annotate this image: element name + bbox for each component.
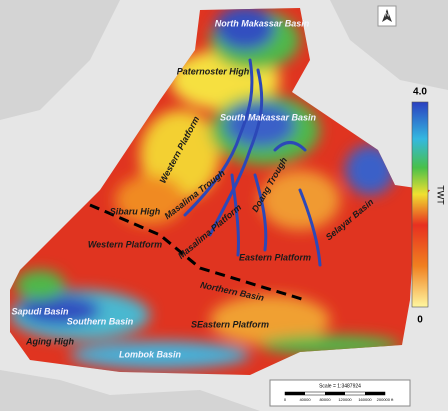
blob <box>225 103 295 147</box>
blob <box>15 270 65 300</box>
scale-tick-label: 0 <box>284 397 287 402</box>
blob <box>20 295 100 325</box>
fault-lines <box>183 58 322 267</box>
colorbar-title: TWT <box>436 185 446 205</box>
region-label: Western Platform <box>88 239 162 249</box>
fault <box>208 68 264 237</box>
region-label: Lombok Basin <box>119 349 182 359</box>
blob <box>115 175 185 225</box>
blob <box>210 295 330 345</box>
scale-tick-label: 120000 <box>338 397 352 402</box>
blob <box>215 8 275 50</box>
region-label: Paternoster High <box>177 66 250 76</box>
region-label: Southern Basin <box>67 316 134 326</box>
region-label: Eastern Platform <box>239 252 311 262</box>
scale-segment <box>365 392 385 395</box>
region-label: North Makassar Basin <box>215 18 310 28</box>
fault <box>273 141 307 152</box>
north-arrow <box>382 9 392 22</box>
scale-segment <box>325 392 345 395</box>
fault <box>230 173 240 257</box>
region-label: SEastern Platform <box>191 319 269 329</box>
region-label: South Makassar Basin <box>220 112 317 122</box>
blob <box>260 170 340 230</box>
colorbar-top-label: 4.0 <box>413 87 427 98</box>
blob <box>70 341 250 369</box>
region-label: Aging High <box>25 336 74 346</box>
colorbar-bottom-label: 0 <box>417 315 423 326</box>
region-label: Sibaru High <box>110 206 161 216</box>
fault <box>183 58 254 217</box>
boundary-line <box>89 203 306 302</box>
north-label: N <box>385 13 389 19</box>
colorbar <box>411 101 429 308</box>
scale-bar: 0 40000 80000 120000 160000 200000 ft <box>284 391 395 402</box>
scale-tick-label: 40000 <box>299 397 311 402</box>
region-label: Sapudi Basin <box>11 306 69 316</box>
scale-text: Scale = 1:3487924 <box>319 383 361 389</box>
scale-tick-label: 200000 ft <box>377 397 395 402</box>
scale-tick-label: 80000 <box>319 397 331 402</box>
fault <box>253 173 268 252</box>
scale-segment <box>285 392 305 395</box>
scale-tick-label: 160000 <box>358 397 372 402</box>
fault <box>298 188 322 267</box>
